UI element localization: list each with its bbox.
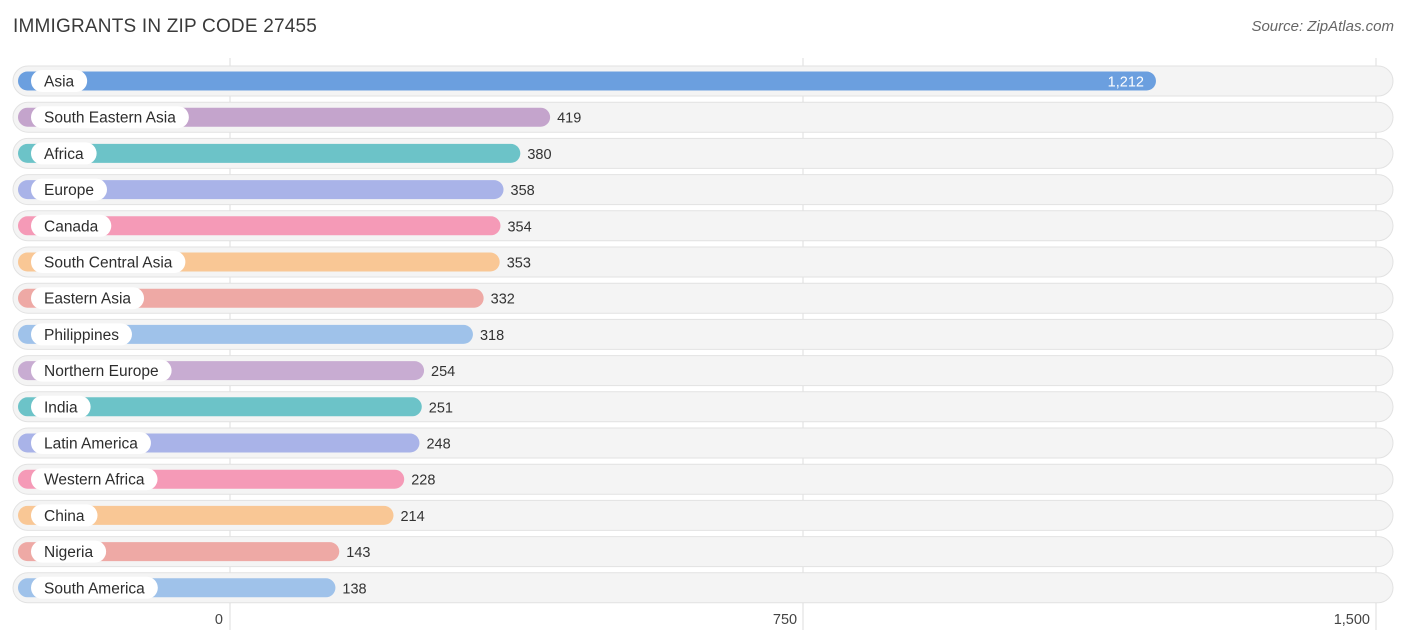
category-label-pill <box>31 142 97 165</box>
category-label: Eastern Asia <box>44 291 131 308</box>
category-label-pill <box>31 251 186 273</box>
category-label-pill <box>31 178 107 201</box>
value-label: 354 <box>507 219 531 235</box>
bar-row: Western Africa 228 <box>12 463 1394 495</box>
value-label: 419 <box>557 111 581 127</box>
chart-title: IMMIGRANTS IN ZIP CODE 27455 <box>13 16 318 37</box>
category-label: Latin America <box>44 436 138 453</box>
value-label: 1,212 <box>1108 75 1144 91</box>
bar-row: Eastern Asia 332 <box>12 282 1394 314</box>
category-label-pill <box>31 359 172 382</box>
value-label: 214 <box>400 509 424 525</box>
value-label: 358 <box>511 183 535 199</box>
bar-row: Europe 358 <box>12 174 1394 206</box>
value-label: 254 <box>431 364 455 380</box>
bar <box>18 71 1156 91</box>
bar-row: South Central Asia 353 <box>12 246 1394 278</box>
category-label-pill <box>31 395 91 418</box>
value-label: 138 <box>342 581 366 597</box>
bar-row: Africa 380 <box>12 137 1394 169</box>
category-label-pill <box>31 468 158 491</box>
bar-row: Nigeria 143 <box>12 536 1394 568</box>
x-axis: 0 750 1,500 <box>215 612 1370 628</box>
bar-row: Philippines 318 <box>12 318 1394 350</box>
category-label: Northern Europe <box>44 363 159 380</box>
bar-track <box>12 536 1394 568</box>
bar <box>18 143 521 163</box>
bar <box>18 216 501 236</box>
category-label: Africa <box>44 146 84 163</box>
category-label-pill <box>31 504 98 527</box>
bar <box>18 180 504 200</box>
category-label-pill <box>31 576 158 599</box>
category-label-pill <box>31 540 107 563</box>
bar-track <box>12 572 1394 604</box>
category-label: Canada <box>44 218 99 235</box>
bar-row: South Eastern Asia 419 <box>12 101 1394 133</box>
value-label: 353 <box>507 256 531 272</box>
bar-row: Latin America 248 <box>12 427 1394 459</box>
value-label: 248 <box>426 437 450 453</box>
category-label-pill <box>31 287 145 310</box>
bar <box>18 505 394 525</box>
category-label: Western Africa <box>44 472 145 489</box>
category-label-pill <box>31 70 88 92</box>
value-label: 251 <box>429 400 453 416</box>
value-label: 380 <box>527 147 551 163</box>
value-label: 318 <box>480 328 504 344</box>
value-label: 143 <box>346 545 370 561</box>
bar-row: Asia 1,212 <box>12 65 1394 97</box>
category-label: South Eastern Asia <box>44 110 176 127</box>
category-label-pill <box>31 214 112 237</box>
bar <box>18 324 473 344</box>
category-label: China <box>44 508 85 525</box>
category-label: India <box>44 399 78 416</box>
category-label: Philippines <box>44 327 119 344</box>
value-label: 228 <box>411 473 435 489</box>
category-label-pill <box>31 432 151 454</box>
category-label: South Central Asia <box>44 255 173 272</box>
category-label: Europe <box>44 182 94 199</box>
bar <box>18 397 422 417</box>
category-label-pill <box>31 323 132 346</box>
category-label: Nigeria <box>44 544 93 561</box>
bar-row: India 251 <box>12 391 1394 423</box>
bar-row: China 214 <box>12 499 1394 531</box>
x-tick-label: 0 <box>215 612 223 628</box>
category-label-pill <box>31 106 189 129</box>
rows-layer: Asia 1,212 South Eastern Asia 419 Africa 380 E… <box>12 65 1394 604</box>
bar-row: Northern Europe 254 <box>12 355 1394 387</box>
category-label: South America <box>44 580 145 597</box>
bar-row: Canada 354 <box>12 210 1394 242</box>
x-tick-label: 1,500 <box>1334 612 1370 628</box>
category-label: Asia <box>44 74 75 91</box>
value-label: 332 <box>491 292 515 308</box>
x-tick-label: 750 <box>773 612 797 628</box>
bar-row: South America 138 <box>12 572 1394 604</box>
source-label: Source: ZipAtlas.com <box>1251 18 1394 35</box>
